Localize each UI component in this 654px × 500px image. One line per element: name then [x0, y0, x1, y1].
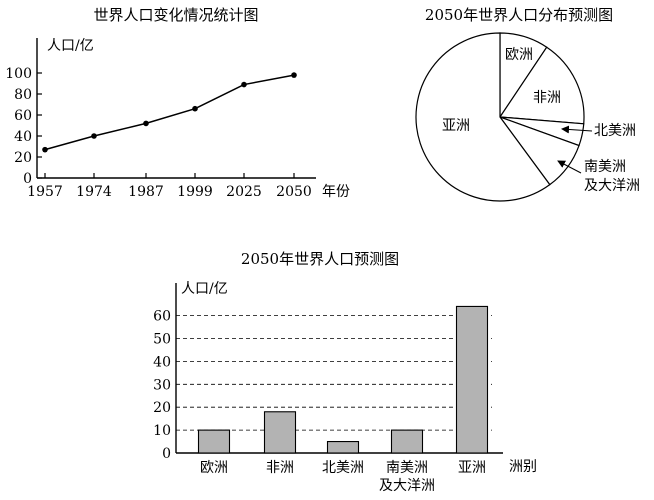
line-xtick-label: 1999	[177, 184, 213, 200]
pie-label-asia: 亚洲	[442, 118, 470, 134]
pie-slice-africa	[498, 46, 585, 125]
pie-slice-asia	[415, 32, 551, 202]
line-data-point	[241, 81, 247, 88]
line-chart-ylabel: 人口/亿	[47, 38, 94, 54]
bar-ytick-label: 40	[153, 354, 171, 370]
line-xtick-label: 2025	[226, 184, 262, 200]
bar-xtick-label: 非洲	[266, 460, 294, 476]
line-data-point	[91, 133, 97, 139]
bar-rect	[326, 440, 360, 454]
line-data-point	[42, 146, 48, 153]
bar-ytick-label: 10	[153, 423, 171, 439]
pie-label-europe: 欧洲	[505, 47, 533, 63]
pie-label-north-america: 北美洲	[594, 123, 636, 139]
bar-chart: 2050年世界人口预测图 人口/亿 洲别 0 10 20 30 40 50 60 欧洲 非洲 北…	[153, 250, 537, 494]
line-ytick-label: 20	[14, 150, 32, 166]
pie-label-africa: 非洲	[533, 90, 561, 106]
bar-chart-ylabel: 人口/亿	[181, 281, 228, 297]
bar-rect	[197, 429, 231, 454]
pie-label-south-america-line2: 及大洋洲	[584, 178, 640, 194]
line-xtick-label: 1974	[76, 184, 112, 200]
bar-chart-xlabel: 洲别	[509, 459, 537, 475]
bar-rect	[390, 429, 424, 454]
pie-chart: 2050年世界人口分布预测图 亚洲 欧洲 非洲 北美洲 南美洲 及大洋洲	[415, 6, 640, 202]
pie-chart-title: 2050年世界人口分布预测图	[425, 6, 613, 24]
bar-xtick-label: 欧洲	[200, 460, 228, 476]
line-ytick-label: 100	[5, 66, 32, 82]
line-xtick-label: 1987	[128, 184, 164, 200]
bar-xtick-label: 及大洋洲	[379, 478, 435, 494]
bar-ytick-label: 20	[153, 400, 171, 416]
line-data-point	[143, 120, 149, 127]
pie-arrow-south-america	[557, 160, 582, 174]
line-chart-xlabel: 年份	[322, 184, 350, 200]
pie-label-south-america-line1: 南美洲	[584, 159, 626, 175]
line-series-path	[44, 74, 295, 151]
bar-xtick-label: 亚洲	[458, 460, 486, 476]
bar-ytick-label: 30	[153, 377, 171, 393]
line-data-point	[192, 105, 198, 112]
bar-rect	[263, 411, 297, 454]
bar-rect	[455, 305, 489, 454]
line-data-point	[291, 72, 297, 78]
bar-ytick-label: 0	[162, 446, 171, 462]
bar-ytick-label: 60	[153, 309, 171, 325]
bar-ytick-label: 50	[153, 332, 171, 348]
line-xtick-label: 2050	[276, 184, 312, 200]
line-ytick-label: 0	[23, 171, 32, 187]
line-ytick-label: 60	[14, 108, 32, 124]
pie-arrow-north-america	[561, 125, 593, 134]
line-ytick-label: 80	[14, 87, 32, 103]
line-chart: 世界人口变化情况统计图 人口/亿 年份 0 20 40 60 80 100 1957 197…	[5, 6, 350, 200]
bar-xtick-label: 南美洲	[386, 460, 428, 476]
bar-xtick-label: 北美洲	[322, 460, 364, 476]
bar-chart-title: 2050年世界人口预测图	[241, 250, 399, 268]
line-ytick-label: 40	[14, 129, 32, 145]
line-xtick-label: 1957	[27, 184, 63, 200]
line-chart-title: 世界人口变化情况统计图	[93, 6, 258, 24]
